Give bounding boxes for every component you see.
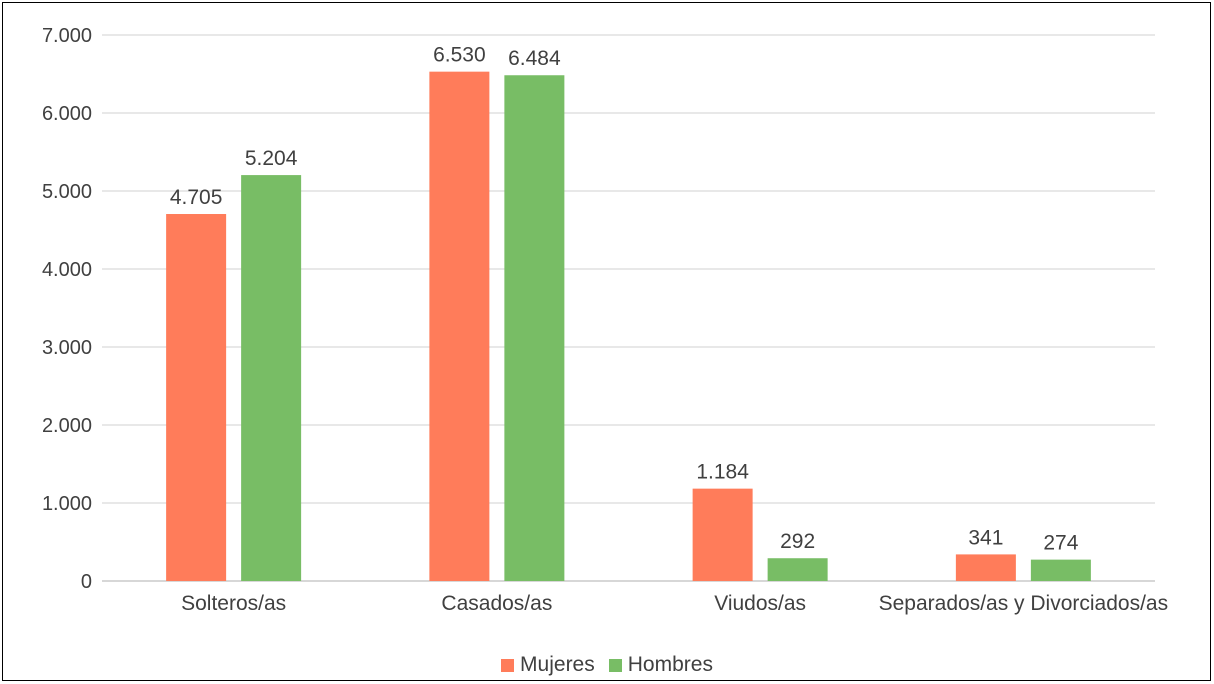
legend-label-hombres: Hombres	[627, 653, 713, 676]
y-tick-label: 1.000	[42, 493, 92, 515]
data-labels: 4.705 5.204 6.530 6.484 1.184 292 341 274	[170, 44, 1079, 555]
y-tick-label: 4.000	[42, 259, 92, 281]
bar-mujeres-0	[166, 214, 227, 581]
x-category-label: Separados/as y Divorciados/as	[879, 592, 1168, 615]
data-label: 1.184	[696, 461, 749, 484]
data-label: 6.484	[508, 47, 561, 70]
data-label: 341	[968, 526, 1003, 549]
y-tick-label: 0	[81, 571, 92, 593]
x-category-label: Casados/as	[441, 592, 552, 615]
legend-swatch-hombres	[608, 658, 622, 672]
data-label: 5.204	[245, 147, 298, 170]
legend-label-mujeres: Mujeres	[520, 653, 595, 676]
y-axis-tick-labels: 0 1.000 2.000 3.000 4.000 5.000 6.000 7.000	[42, 25, 92, 593]
data-label: 6.530	[433, 44, 486, 67]
y-tick-label: 5.000	[42, 181, 92, 203]
bar-hombres-0	[241, 175, 302, 581]
legend-swatch-mujeres	[501, 658, 515, 672]
y-tick-label: 6.000	[42, 103, 92, 125]
data-label: 274	[1043, 532, 1078, 555]
y-tick-label: 7.000	[42, 25, 92, 47]
bar-mujeres-1	[429, 71, 490, 581]
y-tick-label: 2.000	[42, 415, 92, 437]
data-label: 292	[780, 530, 815, 553]
x-category-label: Viudos/as	[714, 592, 806, 615]
x-axis-category-labels: Solteros/as Casados/as Viudos/as Separados/…	[181, 592, 1168, 615]
bar-hombres-2	[767, 558, 828, 581]
bars	[166, 71, 1091, 582]
bar-mujeres-3	[955, 554, 1016, 581]
legend-item-mujeres: Mujeres	[501, 653, 595, 677]
bar-mujeres-2	[692, 488, 753, 581]
bar-hombres-3	[1030, 559, 1091, 581]
data-label: 4.705	[170, 186, 223, 209]
y-tick-label: 3.000	[42, 337, 92, 359]
x-category-label: Solteros/as	[181, 592, 286, 615]
bar-hombres-1	[504, 75, 565, 582]
legend-item-hombres: Hombres	[608, 653, 713, 677]
legend: Mujeres Hombres	[0, 653, 1214, 677]
